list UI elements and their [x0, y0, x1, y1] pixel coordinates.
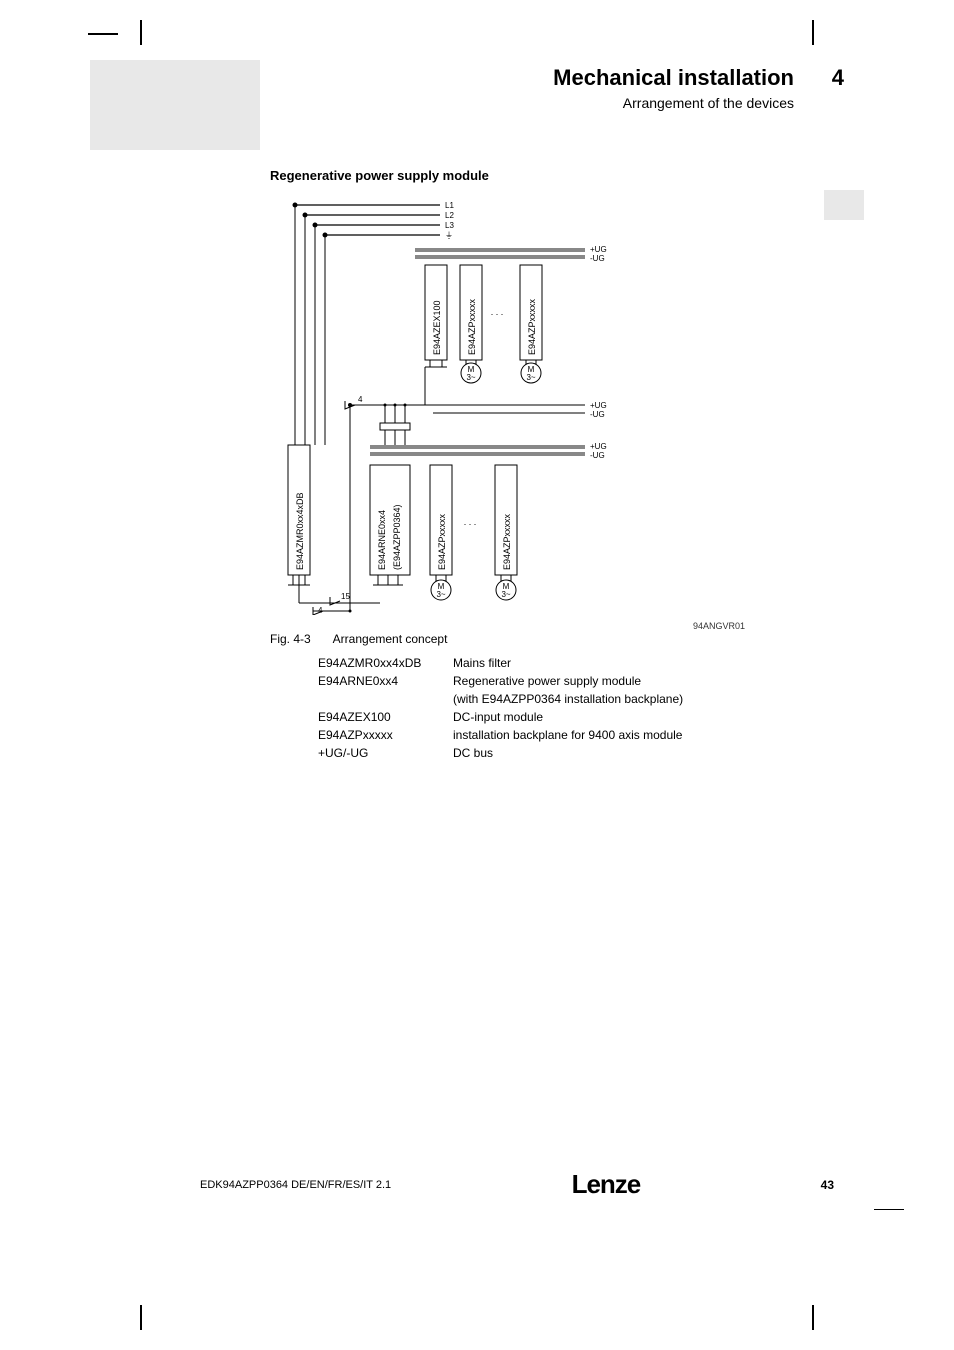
- legend-key: E94AZEX100: [318, 708, 453, 726]
- header-subtitle: Arrangement of the devices: [270, 95, 794, 111]
- crop-mark: [140, 1305, 142, 1330]
- legend-val: DC-input module: [453, 708, 794, 726]
- svg-text:+UG: +UG: [590, 401, 607, 410]
- crop-mark: [812, 20, 814, 45]
- ellipsis: . . .: [491, 307, 504, 317]
- legend-key: E94ARNE0xx4: [318, 672, 453, 708]
- crop-mark: [88, 33, 118, 35]
- legend: E94AZMR0xx4xDB Mains filter E94ARNE0xx4 …: [318, 654, 794, 762]
- svg-text:3~: 3~: [466, 373, 475, 382]
- module-axis: E94AZPxxxxx: [467, 298, 477, 355]
- module-filter: E94AZMR0xx4xDB: [295, 492, 305, 570]
- svg-text:15: 15: [341, 592, 350, 601]
- chapter-number: 4: [832, 65, 844, 91]
- fig-title: Arrangement concept: [333, 632, 448, 646]
- doc-id: EDK94AZPP0364 DE/EN/FR/ES/IT 2.1: [200, 1179, 391, 1191]
- crop-mark: [874, 1209, 904, 1211]
- label-l3: L3: [445, 221, 454, 230]
- ellipsis: . . .: [464, 517, 477, 527]
- figure-caption: Fig. 4-3 Arrangement concept E94AZMR0xx4…: [270, 630, 794, 762]
- svg-text:3~: 3~: [501, 590, 510, 599]
- legend-key: E94AZMR0xx4xDB: [318, 654, 453, 672]
- module-axis: E94AZPxxxxx: [502, 513, 512, 570]
- svg-text:-UG: -UG: [590, 410, 605, 419]
- legend-key: E94AZPxxxxx: [318, 726, 453, 744]
- crop-mark: [140, 20, 142, 45]
- module-regen: E94ARNE0xx4: [377, 510, 387, 570]
- thumb-tab: [824, 190, 864, 220]
- svg-text:+UG: +UG: [590, 245, 607, 254]
- module-axis: E94AZPxxxxx: [437, 513, 447, 570]
- crop-mark: [812, 1305, 814, 1330]
- module-dcin: E94AZEX100: [432, 300, 442, 355]
- logo: Lenze: [572, 1169, 641, 1200]
- label-l1: L1: [445, 201, 454, 210]
- label-l2: L2: [445, 211, 454, 220]
- module-regen-bp: (E94AZPP0364): [392, 504, 402, 570]
- module-axis: E94AZPxxxxx: [527, 298, 537, 355]
- legend-val: Regenerative power supply module (with E…: [453, 672, 794, 708]
- legend-val: installation backplane for 9400 axis mod…: [453, 726, 794, 744]
- page-number: 43: [821, 1178, 834, 1192]
- margin-block: [90, 60, 260, 150]
- arrangement-diagram: L1 L2 L3 ⏚ +UG -UG E94AZEX100 E94AZPxxxx…: [285, 195, 745, 615]
- svg-text:+UG: +UG: [590, 442, 607, 451]
- svg-text:-UG: -UG: [590, 254, 605, 263]
- legend-val: Mains filter: [453, 654, 794, 672]
- page-header: Mechanical installation Arrangement of t…: [270, 65, 794, 111]
- svg-text:4: 4: [358, 395, 363, 404]
- svg-text:3~: 3~: [526, 373, 535, 382]
- svg-text:3~: 3~: [436, 590, 445, 599]
- label-pe: ⏚: [445, 231, 453, 240]
- svg-text:-UG: -UG: [590, 451, 605, 460]
- page-footer: EDK94AZPP0364 DE/EN/FR/ES/IT 2.1 Lenze 4…: [200, 1169, 834, 1200]
- section-heading: Regenerative power supply module: [270, 168, 489, 183]
- legend-key: +UG/-UG: [318, 744, 453, 762]
- fig-label: Fig. 4-3: [270, 630, 330, 648]
- header-title: Mechanical installation: [270, 65, 794, 91]
- legend-val: DC bus: [453, 744, 794, 762]
